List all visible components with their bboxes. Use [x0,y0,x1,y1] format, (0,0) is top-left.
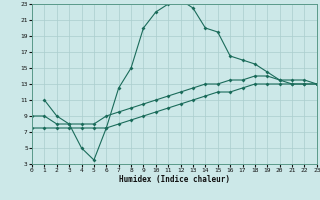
X-axis label: Humidex (Indice chaleur): Humidex (Indice chaleur) [119,175,230,184]
